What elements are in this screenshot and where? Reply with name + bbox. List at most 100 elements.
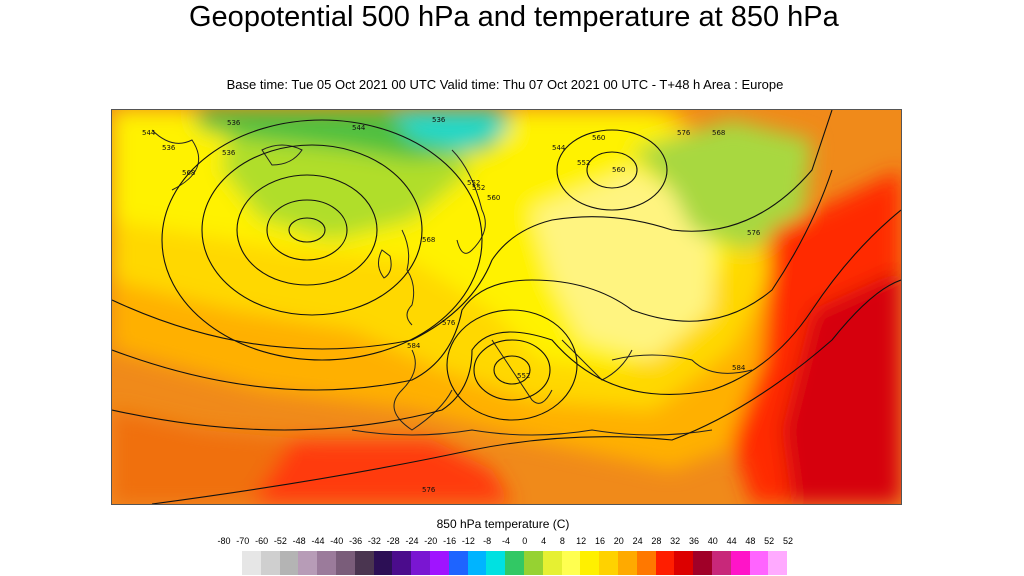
legend-tick-label: -28 <box>386 536 400 546</box>
legend-tick-label: -80 <box>217 536 231 546</box>
contour-label: 536 <box>227 119 241 127</box>
legend-tick-label: 20 <box>613 536 624 546</box>
legend-tick-label: 4 <box>541 536 547 546</box>
legend-tick-label: 8 <box>559 536 565 546</box>
contour-low-atlantic-3 <box>236 174 378 286</box>
legend-swatch <box>467 551 487 575</box>
coast-iberia <box>393 349 453 431</box>
coast-british-isles <box>401 229 415 326</box>
contour-label: 544 <box>142 129 156 137</box>
legend-swatch <box>636 551 656 575</box>
legend-swatch <box>505 551 524 575</box>
legend-tick-label: 52 <box>782 536 794 546</box>
legend-swatch <box>711 551 731 575</box>
contour-label: 568 <box>422 236 435 244</box>
coast-ireland <box>378 249 392 279</box>
legend-tick-label: 36 <box>688 536 700 546</box>
contour-588 <box>151 279 901 504</box>
legend-swatch <box>693 551 712 575</box>
contour-high-russia-1 <box>586 151 638 189</box>
contour-label: 576 <box>422 486 436 494</box>
legend-tick-label: -52 <box>273 536 287 546</box>
temp-band-dark-red <box>782 270 901 504</box>
contour-label: 536 <box>162 144 176 152</box>
contour-label: 568 <box>182 169 195 177</box>
legend-swatch <box>486 551 506 575</box>
legend-swatch <box>617 551 637 575</box>
contour-low-med-3 <box>446 309 578 421</box>
legend-swatch <box>373 551 393 575</box>
contour-label: 536 <box>432 116 446 124</box>
contour-label: 552 <box>467 179 480 187</box>
contour-label: 576 <box>677 129 691 137</box>
legend-swatch <box>411 551 430 575</box>
legend-tick-label: 12 <box>576 536 587 546</box>
legend-tick-label: -12 <box>461 536 475 546</box>
legend-swatch <box>580 551 600 575</box>
contour-label: 576 <box>747 229 761 237</box>
legend-tick-label: -40 <box>330 536 344 546</box>
legend-tick-label: -8 <box>483 536 492 546</box>
legend-swatch <box>768 551 788 575</box>
contour-label: 560 <box>592 134 605 142</box>
legend-color-bar <box>242 551 788 575</box>
legend-tick-label: -20 <box>424 536 438 546</box>
contour-label: 560 <box>487 194 500 202</box>
contour-high-russia-2 <box>556 129 668 211</box>
contour-label: 584 <box>407 342 421 350</box>
legend-ticks: -80 -70 -60 -52 -48 -44 -40 -36 -32 -28 -24 -20 -16-… <box>0 536 1024 548</box>
contour-low-med-1 <box>493 355 531 385</box>
legend-tick-label: 16 <box>594 536 606 546</box>
contour-label: 568 <box>712 129 725 137</box>
legend-tick-label: -48 <box>292 536 306 546</box>
contour-576 <box>112 169 833 391</box>
legend-swatch <box>599 551 618 575</box>
legend-tick-label: 32 <box>670 536 681 546</box>
legend-tick-label: 24 <box>632 536 643 546</box>
legend-tick-label: -44 <box>311 536 325 546</box>
contour-label: 584 <box>732 364 746 372</box>
legend-swatch <box>749 551 769 575</box>
map-title: Geopotential 500 hPa and temperature at … <box>189 1 839 33</box>
contour-568 <box>112 110 833 350</box>
map-subtitle: Base time: Tue 05 Oct 2021 00 UTC Valid … <box>226 77 784 92</box>
contour-low-med-2 <box>473 339 551 401</box>
legend-swatch <box>429 551 449 575</box>
legend-tick-label: 0 <box>522 536 528 546</box>
legend-title: 850 hPa temperature (C) <box>436 517 570 531</box>
legend-tick-label: -16 <box>443 536 457 546</box>
contour-label: 544 <box>552 144 566 152</box>
temp-band-red-africa <box>252 440 512 504</box>
legend-swatch <box>260 551 280 575</box>
legend-tick-label: -24 <box>405 536 419 546</box>
legend-tick-label: 40 <box>707 536 718 546</box>
coast-greenland <box>151 129 200 191</box>
contour-low-atlantic-4 <box>201 144 423 316</box>
temp-band-cyan <box>392 110 512 150</box>
legend-swatch <box>542 551 562 575</box>
contour-low-atlantic-5 <box>161 119 483 361</box>
legend-swatch <box>242 551 261 575</box>
contour-label: 544 <box>352 124 366 132</box>
contour-584 <box>112 209 901 431</box>
legend-swatch <box>317 551 336 575</box>
contour-low-atlantic-1 <box>288 217 326 243</box>
legend-swatch <box>335 551 355 575</box>
contour-label: 536 <box>222 149 236 157</box>
contour-low-atlantic-2 <box>266 199 348 261</box>
coast-north-africa <box>351 429 713 436</box>
contour-label: 552 <box>577 159 590 167</box>
legend-tick-label: -4 <box>501 536 511 546</box>
legend-tick-label: 52 <box>764 536 775 546</box>
coast-italy <box>491 339 553 404</box>
legend-swatch <box>523 551 543 575</box>
legend-tick-label: -60 <box>255 536 269 546</box>
legend-tick-label: 48 <box>745 536 756 546</box>
temp-band-green-east <box>632 120 812 250</box>
contour-label: 552 <box>517 372 530 380</box>
coast-iceland <box>261 144 303 166</box>
legend-tick-label: -36 <box>349 536 363 546</box>
coast-scandinavia <box>451 149 486 254</box>
legend-swatch <box>561 551 581 575</box>
legend-tick-label: -70 <box>236 536 250 546</box>
